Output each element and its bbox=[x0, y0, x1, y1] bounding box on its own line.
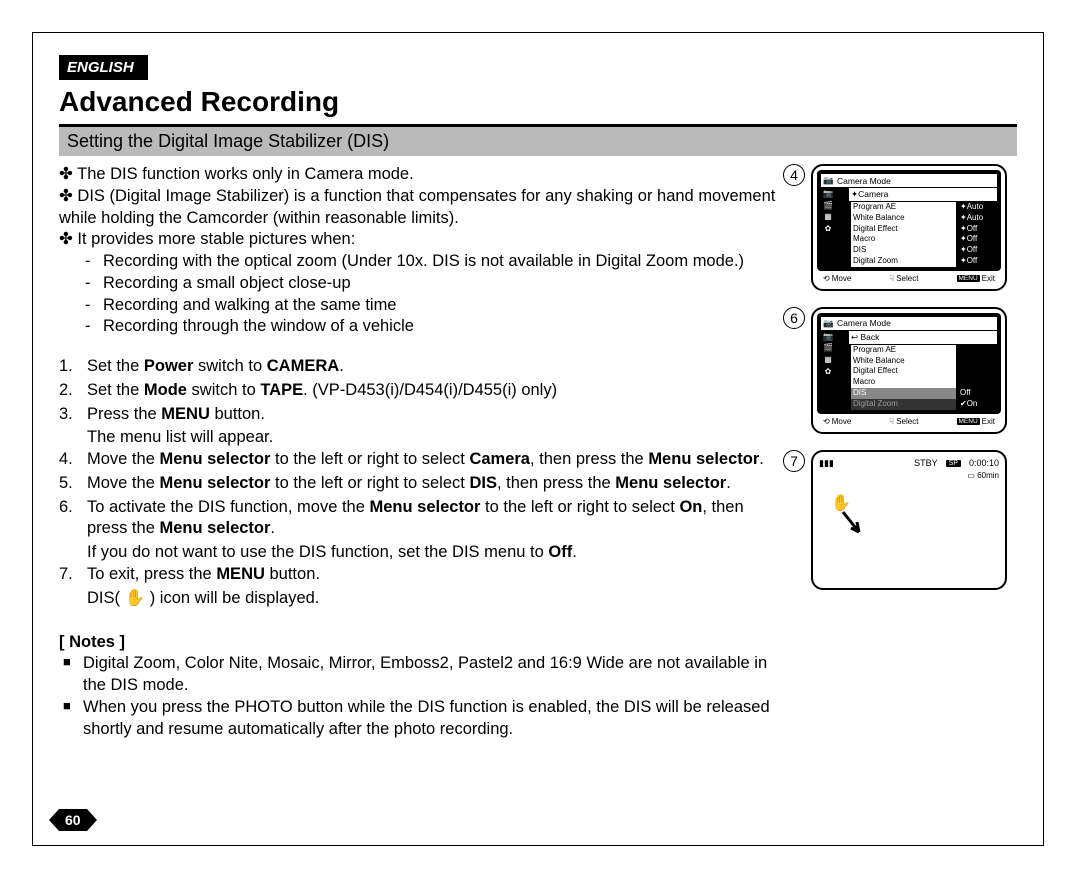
intro-bullet: Recording with the optical zoom (Under 1… bbox=[103, 251, 744, 273]
notes-label: [ Notes ] bbox=[59, 632, 777, 654]
lcd-screen-7: ▮▮▮ STBY SP 0:00:10 ▭ 60min ✋ bbox=[811, 450, 1007, 590]
callout-number: 6 bbox=[783, 307, 805, 329]
intro-bullet: Recording through the window of a vehicl… bbox=[103, 316, 414, 338]
hand-icon: ✋ bbox=[831, 494, 871, 542]
intro-line: It provides more stable pictures when: bbox=[77, 230, 355, 248]
svg-text:✋: ✋ bbox=[831, 494, 851, 512]
page-title: Advanced Recording bbox=[59, 86, 1017, 118]
intro-line: DIS (Digital Image Stabilizer) is a func… bbox=[59, 187, 775, 227]
intro-line: The DIS function works only in Camera mo… bbox=[77, 165, 414, 183]
note: Digital Zoom, Color Nite, Mosaic, Mirror… bbox=[83, 653, 777, 697]
callout-number: 7 bbox=[783, 450, 805, 472]
page-number: 60 bbox=[59, 809, 87, 831]
text-column: ✤ The DIS function works only in Camera … bbox=[59, 164, 777, 740]
steps-list: 1.Set the Power switch to CAMERA. 2.Set … bbox=[59, 356, 777, 609]
lcd-screen-6: 📷Camera Mode 📷🎬▦✿ ↩ Back Program AE Whit… bbox=[811, 307, 1007, 434]
screens-column: 4 📷Camera Mode 📷🎬▦✿ ✦Camera Program AE✦A… bbox=[777, 164, 1017, 740]
manual-page: ENGLISH Advanced Recording Setting the D… bbox=[32, 32, 1044, 846]
section-subtitle: Setting the Digital Image Stabilizer (DI… bbox=[59, 127, 1017, 156]
intro-bullet: Recording and walking at the same time bbox=[103, 295, 397, 317]
intro-bullet: Recording a small object close-up bbox=[103, 273, 351, 295]
note: When you press the PHOTO button while th… bbox=[83, 697, 777, 741]
callout-number: 4 bbox=[783, 164, 805, 186]
language-badge: ENGLISH bbox=[59, 55, 148, 80]
lcd-screen-4: 📷Camera Mode 📷🎬▦✿ ✦Camera Program AE✦Aut… bbox=[811, 164, 1007, 291]
